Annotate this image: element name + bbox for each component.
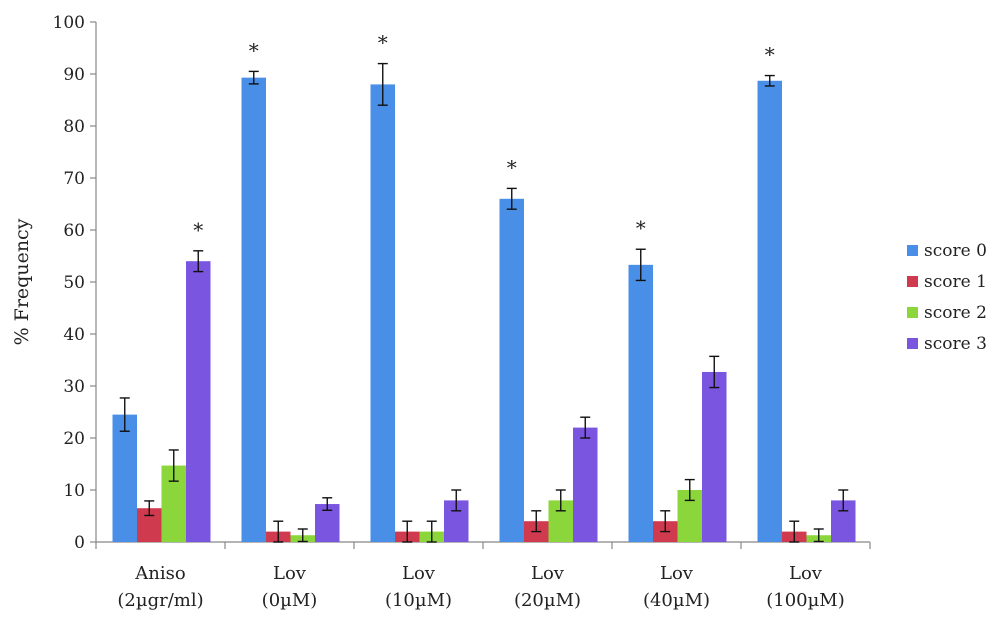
y-tick-label: 20 [63, 429, 85, 449]
y-tick-label: 50 [63, 273, 85, 293]
x-tick-label: (40µM) [643, 590, 710, 611]
y-tick-label: 0 [74, 533, 85, 553]
x-axis: Aniso (2µgr/ml) Lov (0µM) Lov (10µM) Lov (20µM)… [95, 541, 871, 611]
significance-marker: * [193, 218, 203, 242]
x-tick-label: (2µgr/ml) [117, 590, 203, 611]
bar [628, 264, 653, 542]
x-tick-label: Lov [273, 563, 307, 584]
y-tick-label: 80 [63, 117, 85, 137]
significance-marker: * [765, 43, 775, 67]
legend-label: score 3 [924, 334, 987, 354]
legend-label: score 2 [924, 303, 987, 323]
bar [370, 84, 395, 543]
significance-marker: * [378, 31, 388, 55]
significance-marker: * [249, 38, 259, 62]
bar [702, 371, 727, 542]
bar [186, 261, 211, 542]
legend: score 0 score 1 score 2 score 3 [907, 241, 987, 354]
y-tick-label: 40 [63, 325, 85, 345]
bar [573, 427, 598, 542]
x-tick-label: Lov [531, 563, 565, 584]
legend-swatch [907, 307, 918, 318]
y-tick-label: 70 [63, 169, 85, 189]
bar [241, 77, 266, 542]
x-tick-label: Aniso [134, 563, 185, 584]
y-axis: 0 10 20 30 40 50 60 70 80 90 100 [53, 13, 97, 553]
significance-marker: * [636, 216, 646, 240]
x-tick-label: Lov [789, 563, 823, 584]
x-tick-label: Lov [660, 563, 694, 584]
significance-marker: * [507, 155, 517, 179]
bars [112, 62, 856, 543]
x-tick-label: (20µM) [514, 590, 581, 611]
y-tick-label: 30 [63, 377, 85, 397]
legend-swatch [907, 338, 918, 349]
bar [499, 198, 524, 543]
x-tick-label: Lov [402, 563, 436, 584]
legend-swatch [907, 245, 918, 256]
x-tick-label: (10µM) [385, 590, 452, 611]
y-tick-label: 10 [63, 481, 85, 501]
y-tick-label: 100 [53, 13, 85, 33]
x-tick-label: (0µM) [262, 590, 318, 611]
legend-label: score 0 [924, 241, 987, 261]
bar [757, 80, 782, 542]
legend-label: score 1 [924, 272, 987, 292]
x-tick-label: (100µM) [766, 590, 845, 611]
y-tick-label: 60 [63, 221, 85, 241]
y-tick-label: 90 [63, 65, 85, 85]
y-axis-label: % Frequency [11, 218, 33, 345]
annotations: * * * * * * [193, 31, 775, 242]
legend-swatch [907, 276, 918, 287]
bar [112, 414, 137, 542]
